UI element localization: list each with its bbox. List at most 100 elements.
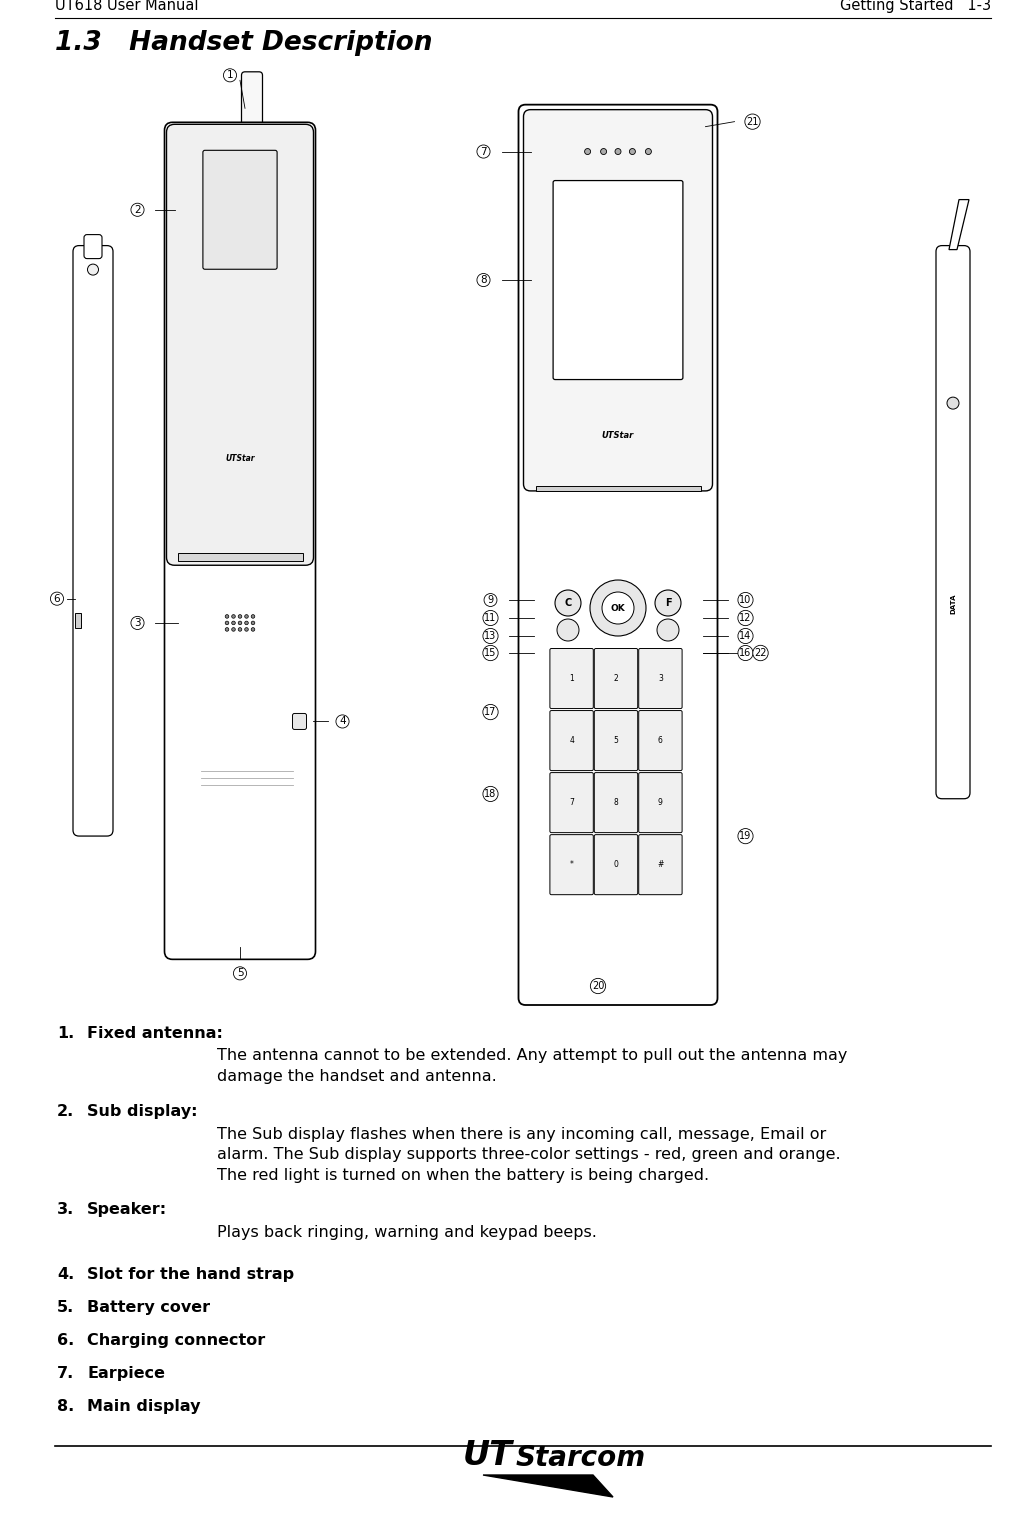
Text: 8: 8 xyxy=(481,275,487,285)
FancyBboxPatch shape xyxy=(550,710,594,771)
Text: 14: 14 xyxy=(740,631,752,641)
Text: Sub display:: Sub display: xyxy=(87,1104,198,1119)
Text: 2: 2 xyxy=(135,205,141,214)
Bar xyxy=(177,553,303,562)
Text: 8.: 8. xyxy=(57,1400,75,1415)
Ellipse shape xyxy=(947,398,959,410)
Ellipse shape xyxy=(630,149,635,155)
Text: 3: 3 xyxy=(658,674,663,683)
FancyBboxPatch shape xyxy=(241,71,262,141)
Text: F: F xyxy=(665,598,671,609)
Text: 9: 9 xyxy=(658,798,663,808)
Text: Main display: Main display xyxy=(87,1400,201,1415)
Text: 1: 1 xyxy=(569,674,574,683)
Ellipse shape xyxy=(87,264,98,275)
Text: 16: 16 xyxy=(740,648,752,657)
Ellipse shape xyxy=(602,592,634,624)
FancyBboxPatch shape xyxy=(595,710,638,771)
Text: The Sub display flashes when there is any incoming call, message, Email or
alarm: The Sub display flashes when there is an… xyxy=(217,1126,840,1183)
FancyBboxPatch shape xyxy=(595,773,638,833)
Text: Getting Started   1-3: Getting Started 1-3 xyxy=(840,0,991,14)
Text: Earpiece: Earpiece xyxy=(87,1366,165,1381)
Ellipse shape xyxy=(655,591,681,616)
Text: Battery cover: Battery cover xyxy=(87,1299,210,1315)
FancyBboxPatch shape xyxy=(639,710,682,771)
Text: 1.: 1. xyxy=(57,1026,75,1041)
Polygon shape xyxy=(949,199,969,249)
Ellipse shape xyxy=(244,621,249,625)
FancyBboxPatch shape xyxy=(936,246,970,798)
Ellipse shape xyxy=(238,615,241,618)
Text: 18: 18 xyxy=(485,789,496,798)
FancyBboxPatch shape xyxy=(639,773,682,833)
FancyBboxPatch shape xyxy=(84,235,102,258)
Ellipse shape xyxy=(645,149,652,155)
Bar xyxy=(536,486,700,490)
Ellipse shape xyxy=(232,627,235,631)
FancyBboxPatch shape xyxy=(165,123,316,959)
Text: 17: 17 xyxy=(484,707,496,716)
FancyBboxPatch shape xyxy=(550,835,594,894)
Text: UTStar: UTStar xyxy=(225,454,255,463)
Ellipse shape xyxy=(584,149,591,155)
Text: 13: 13 xyxy=(485,631,496,641)
Text: Slot for the hand strap: Slot for the hand strap xyxy=(87,1268,294,1281)
Ellipse shape xyxy=(232,621,235,625)
Ellipse shape xyxy=(615,149,621,155)
FancyBboxPatch shape xyxy=(639,835,682,894)
Ellipse shape xyxy=(238,627,241,631)
Text: 3: 3 xyxy=(135,618,141,628)
Text: 5: 5 xyxy=(236,968,243,978)
Ellipse shape xyxy=(232,615,235,618)
Ellipse shape xyxy=(225,615,229,618)
Ellipse shape xyxy=(244,615,249,618)
Text: 2.: 2. xyxy=(57,1104,75,1119)
Text: 11: 11 xyxy=(485,613,496,622)
Text: 5.: 5. xyxy=(57,1299,75,1315)
FancyBboxPatch shape xyxy=(550,648,594,709)
Text: *: * xyxy=(570,861,574,870)
FancyBboxPatch shape xyxy=(550,773,594,833)
Polygon shape xyxy=(483,1475,613,1497)
Text: 7.: 7. xyxy=(57,1366,75,1381)
Text: Charging connector: Charging connector xyxy=(87,1333,265,1348)
Text: #: # xyxy=(657,861,664,870)
Text: 6.: 6. xyxy=(57,1333,75,1348)
Text: Starcom: Starcom xyxy=(516,1444,646,1472)
FancyBboxPatch shape xyxy=(523,109,713,490)
Text: 21: 21 xyxy=(746,117,758,126)
Text: 0: 0 xyxy=(613,861,618,870)
Text: 20: 20 xyxy=(592,981,604,991)
Text: 2: 2 xyxy=(613,674,618,683)
Ellipse shape xyxy=(244,627,249,631)
Ellipse shape xyxy=(251,621,255,625)
Text: 6: 6 xyxy=(658,736,663,745)
Text: 1: 1 xyxy=(227,70,233,80)
FancyBboxPatch shape xyxy=(203,150,277,269)
Ellipse shape xyxy=(251,627,255,631)
Text: 10: 10 xyxy=(740,595,752,606)
Ellipse shape xyxy=(589,580,646,636)
Ellipse shape xyxy=(238,621,241,625)
Ellipse shape xyxy=(657,619,679,641)
Text: Speaker:: Speaker: xyxy=(87,1202,167,1217)
Text: 4: 4 xyxy=(339,716,346,727)
Text: The antenna cannot to be extended. Any attempt to pull out the antenna may
damag: The antenna cannot to be extended. Any a… xyxy=(217,1049,847,1084)
Text: DATA: DATA xyxy=(950,594,956,613)
FancyBboxPatch shape xyxy=(553,181,683,380)
Text: 15: 15 xyxy=(484,648,496,657)
Text: 8: 8 xyxy=(613,798,618,808)
Ellipse shape xyxy=(251,615,255,618)
Text: C: C xyxy=(565,598,572,609)
Text: UT: UT xyxy=(463,1439,513,1472)
Ellipse shape xyxy=(555,591,581,616)
Text: UTStar: UTStar xyxy=(602,431,634,440)
Ellipse shape xyxy=(601,149,607,155)
Text: 6: 6 xyxy=(54,594,60,604)
Text: 4: 4 xyxy=(569,736,574,745)
Ellipse shape xyxy=(225,627,229,631)
Text: 5: 5 xyxy=(613,736,618,745)
Text: 7: 7 xyxy=(569,798,574,808)
Text: 4.: 4. xyxy=(57,1268,75,1281)
FancyBboxPatch shape xyxy=(167,124,314,565)
